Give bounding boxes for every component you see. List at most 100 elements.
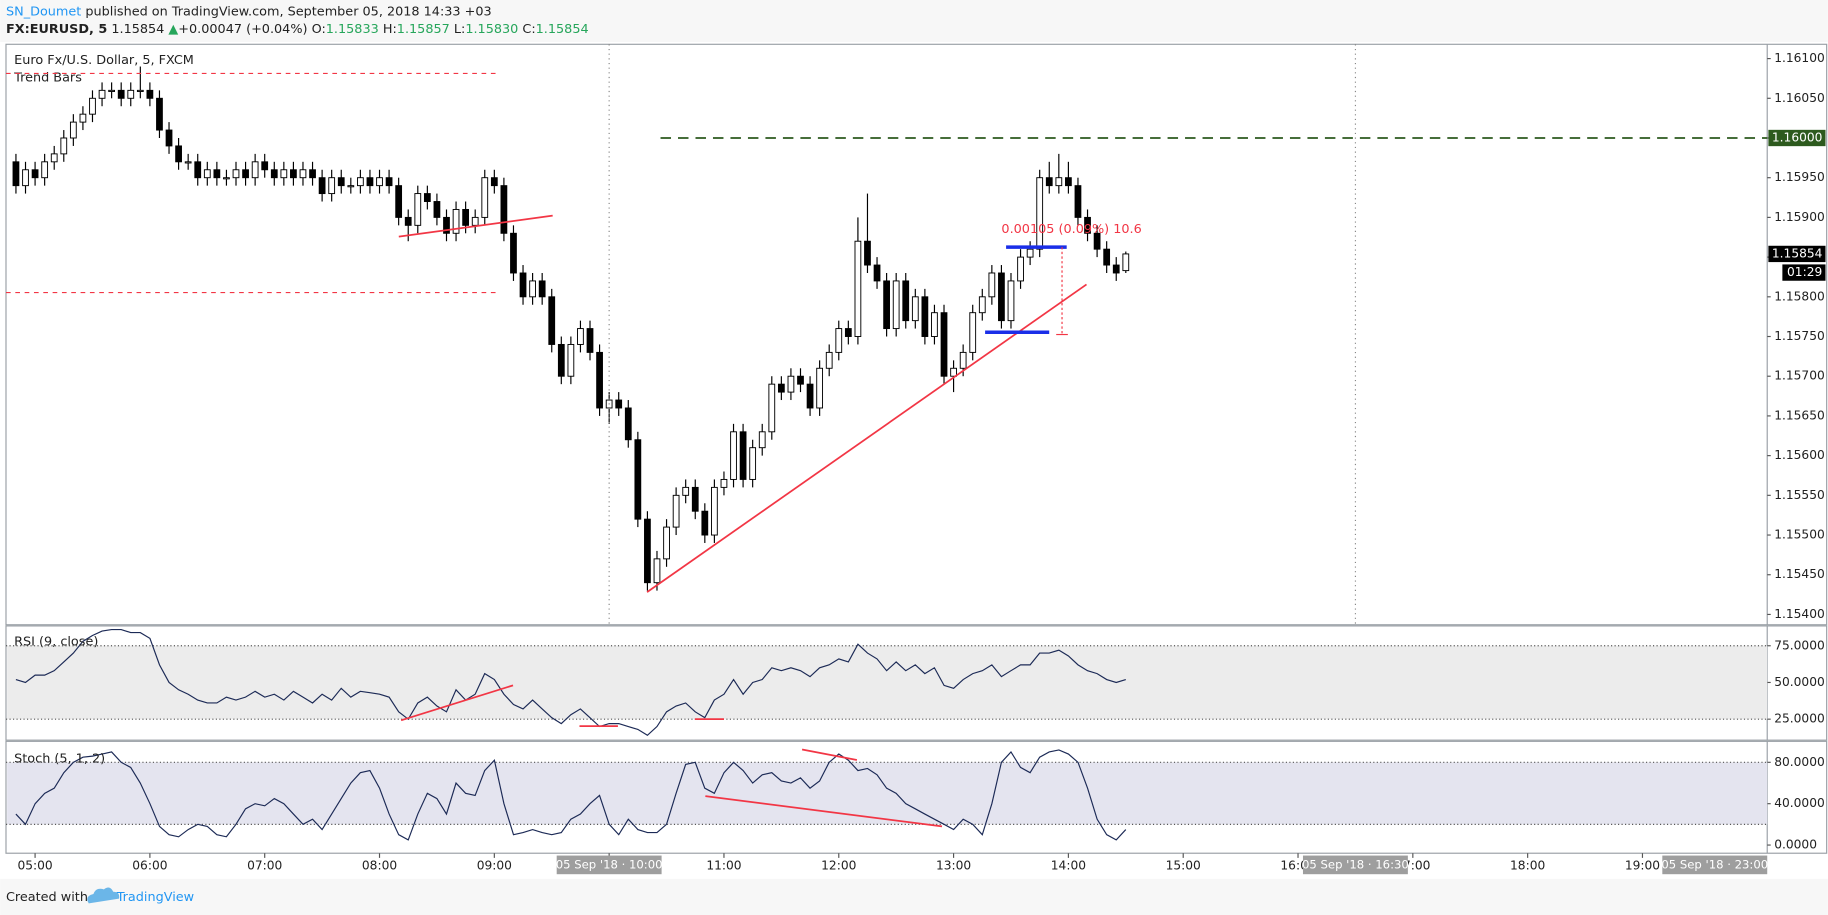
candle-body	[385, 177, 393, 187]
band	[7, 762, 1768, 825]
y-tick-label: 80.0000	[1774, 755, 1825, 769]
drawings: 0.00105 (0.09%) 10.6	[5, 72, 1142, 828]
panel-frame	[5, 43, 1828, 626]
stoch-trend-line	[801, 748, 858, 761]
candle-body	[529, 280, 536, 298]
candle-body	[969, 312, 977, 353]
candle-body	[347, 185, 355, 188]
candle-body	[911, 296, 919, 322]
candle-body	[395, 185, 403, 218]
y-tick-label: 1.15500	[1774, 528, 1825, 542]
x-tick-label: 05:00	[17, 859, 52, 873]
y-tick-label: 1.15800	[1774, 289, 1825, 303]
candle-body	[567, 343, 575, 377]
candle-body	[634, 439, 642, 520]
candle-body	[41, 161, 49, 179]
candle-body	[31, 169, 39, 179]
x-tick-label: 07:00	[247, 859, 282, 873]
candle-body	[299, 169, 307, 179]
study-legend: Trend Bars	[13, 71, 82, 86]
candle-body	[481, 177, 489, 218]
candle-body	[1084, 216, 1091, 234]
candle-body	[89, 97, 96, 115]
candle-body	[758, 431, 766, 449]
x-tick-label: 15:00	[1166, 859, 1201, 873]
candle-body	[768, 383, 776, 433]
candle-body	[864, 240, 871, 266]
x-tick-label: 14:00	[1051, 859, 1086, 873]
x-tick-label: 12:00	[821, 859, 856, 873]
candle-body	[1055, 177, 1063, 187]
footer-bar	[0, 878, 1828, 915]
rsi-legend: RSI (9, close)	[14, 635, 98, 650]
candle-body	[462, 208, 470, 226]
logo[interactable]	[87, 887, 120, 904]
candle-body	[184, 161, 192, 164]
price-tag	[1768, 129, 1826, 147]
candle-body	[1017, 256, 1024, 282]
x-tick-label: 13:00	[936, 859, 971, 873]
stoch-trend-line	[705, 795, 943, 828]
candle-body	[165, 129, 173, 147]
candle-body	[500, 185, 508, 234]
x-tick-label: 09:00	[477, 859, 512, 873]
candle-body	[12, 161, 20, 187]
up-arrow: ▲	[168, 22, 178, 37]
header-bar	[0, 0, 1828, 42]
h-label: H:	[383, 22, 397, 37]
indicator-line	[15, 749, 1127, 841]
countdown: 01:29	[1787, 265, 1822, 279]
candle-body	[136, 89, 144, 92]
candle-body	[538, 280, 546, 298]
candle-body	[978, 296, 986, 314]
candle-body	[376, 177, 383, 187]
candle-body	[194, 161, 202, 179]
candle-body	[404, 216, 412, 226]
candle-body	[835, 328, 843, 353]
candle-body	[156, 97, 163, 131]
candle-body	[79, 113, 87, 123]
candle-body	[146, 89, 154, 99]
candle-body	[797, 375, 804, 385]
candle-body	[490, 177, 498, 187]
price-tag-label: 1.15854	[1772, 246, 1823, 260]
panel-frame	[5, 625, 1828, 741]
y-tick-label: 1.15650	[1774, 408, 1825, 422]
main-legend: Euro Fx/U.S. Dollar, 5, FXCM	[14, 53, 194, 68]
candle-body	[777, 383, 785, 393]
candle-body	[644, 518, 651, 584]
candle-body	[1093, 232, 1101, 250]
indicator-line	[15, 628, 1126, 736]
trend-line	[646, 283, 1088, 593]
candle-body	[242, 169, 249, 179]
candle-body	[117, 89, 125, 99]
candle-body	[586, 328, 594, 353]
candle-body	[931, 312, 938, 337]
footer-brand[interactable]: TradingView	[116, 890, 194, 905]
y-tick-label: 1.15950	[1774, 170, 1825, 184]
candle-body	[1065, 177, 1072, 187]
candle-body	[892, 280, 900, 330]
last: 1.15854	[111, 22, 164, 37]
candle-body	[557, 343, 565, 377]
candle-body	[672, 494, 680, 528]
candle-body	[175, 145, 182, 163]
candle-body	[577, 328, 584, 345]
candle-body	[596, 351, 603, 409]
time-marker-label: 05 Sep '18 · 16:30	[1302, 857, 1409, 871]
author[interactable]: SN_Doumet	[6, 4, 81, 19]
candle-body	[452, 208, 460, 234]
y-tick-label: 0.0000	[1774, 838, 1817, 852]
candle-body	[615, 399, 623, 409]
candle-body	[414, 193, 422, 226]
o-label: O:	[312, 22, 326, 37]
y-tick-label: 1.16050	[1774, 91, 1825, 105]
l-label: L:	[454, 22, 465, 37]
trend-line	[398, 214, 553, 238]
y-tick-label: 25.0000	[1774, 712, 1825, 726]
candle-body	[60, 137, 68, 155]
candle-body	[950, 367, 957, 377]
y-tick-label: 1.15550	[1774, 488, 1825, 502]
